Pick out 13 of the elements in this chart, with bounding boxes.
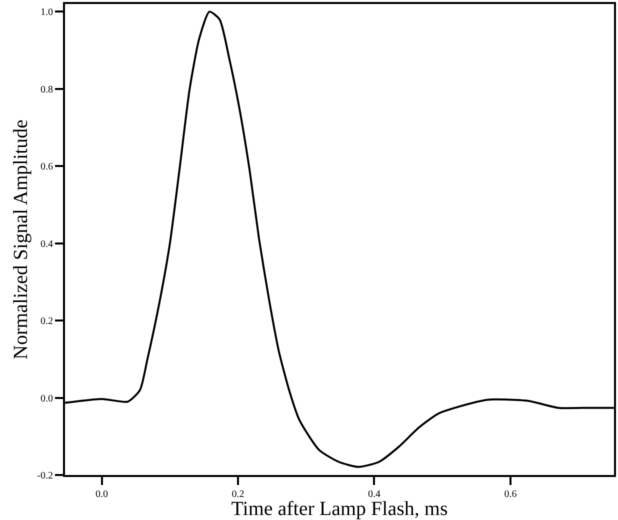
x-tick-label: 0.2 — [232, 489, 244, 500]
y-tick-label: -0.2 — [37, 470, 53, 482]
y-tick-label: 0.6 — [40, 162, 53, 173]
x-axis-title: Time after Lamp Flash, ms — [231, 498, 448, 520]
y-tick-label: 0.8 — [40, 84, 53, 96]
x-tick-label: 0.0 — [96, 489, 108, 500]
y-tick-label: 1.0 — [40, 7, 53, 18]
x-tick-label: 0.6 — [504, 489, 517, 500]
y-axis-title: Normalized Signal Amplitude — [10, 119, 32, 360]
x-tick-label: 0.4 — [368, 489, 380, 500]
y-tick-label: 0.4 — [40, 238, 53, 250]
y-tick-label: 0.0 — [40, 393, 53, 404]
y-tick-label: 0.2 — [40, 316, 53, 328]
